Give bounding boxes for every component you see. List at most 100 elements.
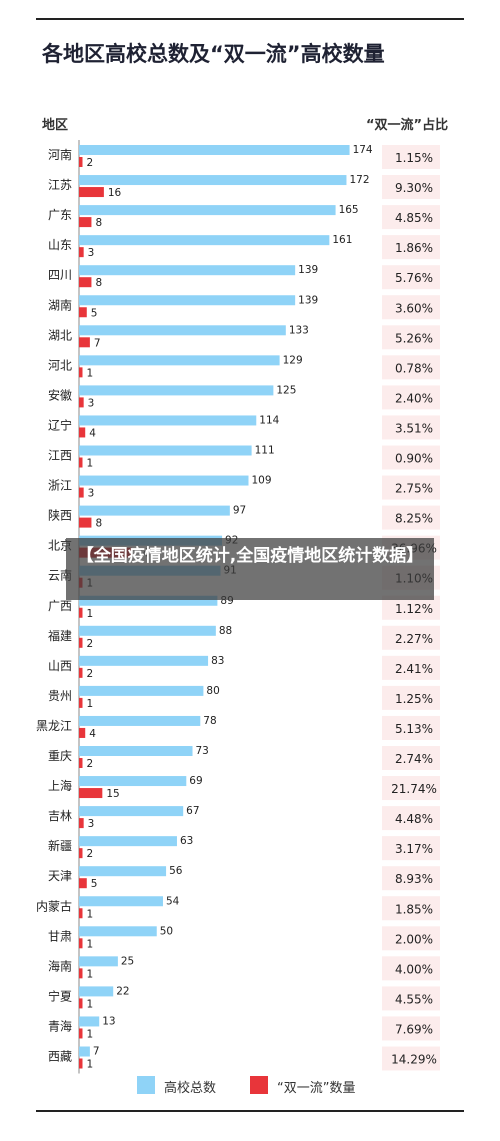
data-label-total: 111 — [255, 445, 275, 457]
region-label: 河北 — [48, 358, 72, 372]
data-label-total: 22 — [116, 985, 129, 997]
data-label-double-first-class: 8 — [95, 277, 102, 289]
ratio-cell — [382, 325, 440, 350]
bar-total — [79, 145, 350, 155]
data-label-double-first-class: 8 — [95, 217, 102, 229]
region-label: 北京 — [48, 539, 72, 553]
ratio-column-header: “双一流”占比 — [366, 118, 449, 133]
bar-double-first-class — [79, 337, 90, 348]
bar-double-first-class — [79, 307, 87, 318]
bar-total — [79, 325, 286, 336]
ratio-label: 2.40% — [395, 391, 433, 405]
region-label: 山西 — [48, 659, 72, 673]
bar-total — [79, 445, 252, 456]
bar-total — [79, 295, 296, 306]
bar-double-first-class — [79, 1058, 83, 1069]
ratio-cell — [382, 836, 440, 861]
data-label-total: 50 — [160, 925, 173, 937]
data-label-double-first-class: 2 — [87, 638, 94, 650]
region-label: 海南 — [48, 958, 72, 973]
data-label-double-first-class: 1 — [87, 698, 94, 710]
region-label: 陕西 — [48, 508, 72, 523]
ratio-label: 4.48% — [395, 812, 433, 826]
data-label-double-first-class: 8 — [95, 518, 102, 530]
ratio-cell — [382, 806, 440, 831]
bar-total — [79, 715, 201, 726]
top-rule — [36, 18, 464, 20]
bar-double-first-class — [79, 427, 86, 438]
chart-title: 各地区高校总数及“双一流”高校数量 — [42, 42, 385, 66]
ratio-cell — [382, 625, 440, 650]
bar-total — [79, 806, 184, 817]
ratio-cell — [382, 866, 440, 891]
data-label-total: 69 — [189, 775, 202, 787]
bar-double-first-class — [79, 878, 87, 889]
region-label: 安徽 — [48, 387, 72, 402]
ratio-cell — [382, 475, 440, 500]
bar-double-first-class — [79, 157, 83, 167]
bar-double-first-class — [79, 788, 103, 799]
legend-label-double-first-class: “双一流”数量 — [277, 1081, 356, 1096]
ratio-cell — [382, 655, 440, 680]
bar-total — [79, 776, 187, 787]
ratio-label: 0.90% — [395, 452, 433, 466]
data-label-total: 63 — [180, 835, 193, 847]
bar-double-first-class — [79, 637, 83, 648]
data-label-double-first-class: 3 — [88, 247, 95, 259]
ratio-cell — [382, 746, 440, 770]
ratio-cell — [382, 1016, 440, 1041]
data-label-total: 172 — [349, 174, 369, 186]
ratio-cell — [382, 776, 440, 801]
bar-total — [79, 205, 336, 216]
ratio-label: 5.26% — [395, 331, 433, 345]
ratio-label: 4.85% — [395, 211, 433, 225]
bar-total — [79, 1016, 100, 1027]
ratio-label: 2.27% — [395, 632, 433, 646]
ratio-label: 8.25% — [395, 512, 433, 526]
bar-double-first-class — [79, 818, 84, 829]
data-label-total: 83 — [211, 655, 224, 667]
data-label-double-first-class: 1 — [87, 367, 94, 379]
bar-total — [79, 926, 157, 937]
bar-double-first-class — [79, 217, 92, 228]
ratio-label: 8.93% — [395, 872, 433, 886]
data-label-double-first-class: 1 — [87, 908, 94, 920]
bar-double-first-class — [79, 517, 92, 528]
data-label-double-first-class: 3 — [88, 818, 95, 830]
data-label-total: 125 — [276, 384, 296, 396]
ratio-cell — [382, 1046, 440, 1071]
data-label-total: 114 — [259, 414, 279, 426]
region-label: 天津 — [48, 869, 72, 883]
bar-total — [79, 986, 114, 997]
region-label: 吉林 — [48, 809, 72, 823]
data-label-total: 7 — [93, 1046, 100, 1058]
bar-total — [79, 475, 249, 486]
bar-double-first-class — [79, 187, 104, 198]
bar-double-first-class — [79, 968, 83, 979]
data-label-double-first-class: 3 — [88, 488, 95, 500]
bar-total — [79, 505, 230, 516]
ratio-cell — [382, 175, 440, 200]
data-label-total: 97 — [233, 505, 246, 517]
region-label: 贵州 — [48, 689, 72, 703]
bar-double-first-class — [79, 397, 84, 408]
data-label-total: 174 — [353, 144, 373, 156]
bar-double-first-class — [79, 457, 83, 468]
bar-double-first-class — [79, 697, 83, 708]
bar-total — [79, 866, 167, 877]
bar-total — [79, 175, 347, 186]
ratio-cell — [382, 505, 440, 530]
bar-double-first-class — [79, 998, 83, 1009]
data-label-total: 78 — [203, 715, 216, 727]
data-label-total: 165 — [339, 204, 359, 216]
ratio-cell — [382, 896, 440, 921]
ratio-label: 14.29% — [391, 1053, 437, 1067]
data-label-double-first-class: 1 — [87, 968, 94, 980]
data-label-double-first-class: 4 — [89, 427, 96, 439]
region-label: 湖北 — [48, 327, 72, 342]
region-label: 云南 — [48, 568, 72, 583]
region-label: 江西 — [48, 449, 72, 463]
bar-total — [79, 655, 209, 666]
region-label: 上海 — [48, 778, 72, 793]
region-label: 西藏 — [48, 1050, 72, 1064]
